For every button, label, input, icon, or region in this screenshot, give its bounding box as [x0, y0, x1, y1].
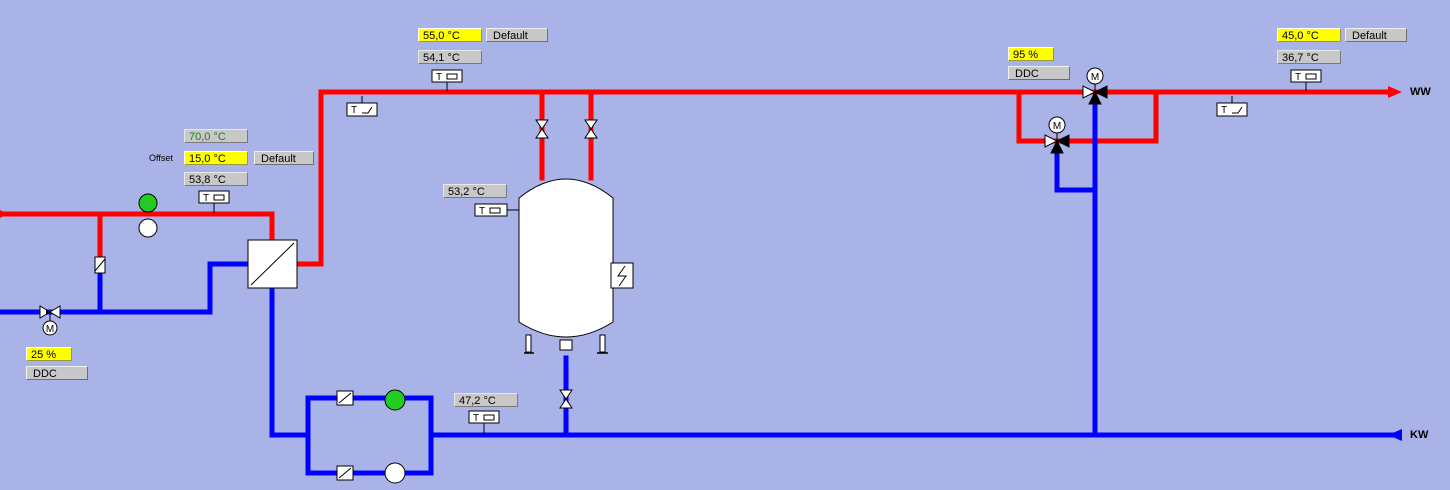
ww-label: WW: [1410, 86, 1431, 98]
circulation-pump-2-icon[interactable]: [384, 462, 406, 484]
secondary-supply-temp: 53,8 °C: [184, 172, 248, 186]
svg-text:T: T: [1221, 105, 1227, 116]
shutoff-valve-icon[interactable]: [559, 389, 573, 409]
mix-valve-mode-button[interactable]: DDC: [1008, 66, 1070, 80]
hot-water-actual-temp: 36,7 °C: [1277, 50, 1341, 64]
offset-label: Offset: [149, 153, 173, 163]
electric-heater-icon: [610, 262, 634, 289]
offset-mode-button[interactable]: Default: [254, 151, 314, 165]
mix-return-pipe: [1054, 147, 1098, 193]
check-valve-icon: [336, 390, 354, 406]
motor-letter: M: [1053, 121, 1061, 132]
heat-exchanger-icon: [247, 239, 298, 289]
temperature-sensor-icon: T: [198, 190, 230, 204]
primary-actual-temp: 70,0 °C: [184, 129, 248, 143]
svg-text:T: T: [436, 72, 442, 83]
svg-text:T: T: [1295, 72, 1301, 83]
kw-arrow-icon: [1388, 429, 1402, 441]
tank-temp: 53,2 °C: [443, 184, 507, 198]
temperature-sensor-icon: T: [1290, 69, 1322, 83]
hot-water-setpoint-mode-button[interactable]: Default: [1345, 28, 1407, 42]
motor-letter: M: [46, 324, 54, 335]
hot-water-riser-pipe: [294, 89, 1395, 267]
shutoff-valve-icon[interactable]: [584, 119, 598, 139]
primary-valve-position[interactable]: 25 %: [26, 347, 72, 361]
circulation-pump-1-icon[interactable]: [384, 389, 406, 411]
mix-valve-position[interactable]: 95 %: [1008, 47, 1054, 61]
ww-arrow-icon: [1388, 86, 1402, 98]
svg-text:T: T: [203, 193, 209, 204]
exchanger-return-pipe: [269, 285, 311, 438]
svg-text:T: T: [479, 206, 485, 217]
primary-valve-mode-button[interactable]: DDC: [26, 366, 88, 380]
storage-setpoint-field[interactable]: 55,0 °C: [418, 28, 482, 42]
primary-supply-pipe: [0, 211, 275, 245]
hot-water-setpoint-field[interactable]: 45,0 °C: [1277, 28, 1341, 42]
temperature-sensor-icon: T: [431, 69, 463, 83]
svg-text:T: T: [473, 413, 479, 424]
temperature-limiter-icon: T: [1216, 102, 1248, 117]
check-valve-icon: [94, 256, 106, 274]
storage-setpoint-mode-button[interactable]: Default: [486, 28, 548, 42]
storage-supply-temp: 54,1 °C: [418, 50, 482, 64]
storage-tank-icon: [518, 178, 614, 354]
primary-inlet-arrow-icon: [0, 210, 7, 218]
svg-text:T: T: [351, 105, 357, 116]
offset-setpoint-field[interactable]: 15,0 °C: [184, 151, 248, 165]
primary-pump-icon[interactable]: [138, 193, 158, 238]
shutoff-valve-icon[interactable]: [535, 119, 549, 139]
mix-valve-3way-icon[interactable]: M: [1082, 67, 1108, 105]
return-temp: 47,2 °C: [454, 393, 518, 407]
mixing-loop-pipe: [1016, 89, 1159, 144]
pump-loop-pipe: [305, 395, 434, 476]
temperature-sensor-icon: T: [474, 203, 508, 217]
motor-letter: M: [1091, 72, 1099, 83]
kw-label: KW: [1410, 429, 1429, 441]
bypass-valve-3way-icon[interactable]: M: [1044, 116, 1070, 154]
check-valve-icon: [336, 465, 354, 481]
temperature-sensor-icon: T: [468, 410, 500, 424]
temperature-limiter-icon: T: [346, 102, 378, 117]
primary-motor-valve-icon[interactable]: M: [39, 305, 61, 336]
primary-return-pipe: [0, 261, 251, 315]
